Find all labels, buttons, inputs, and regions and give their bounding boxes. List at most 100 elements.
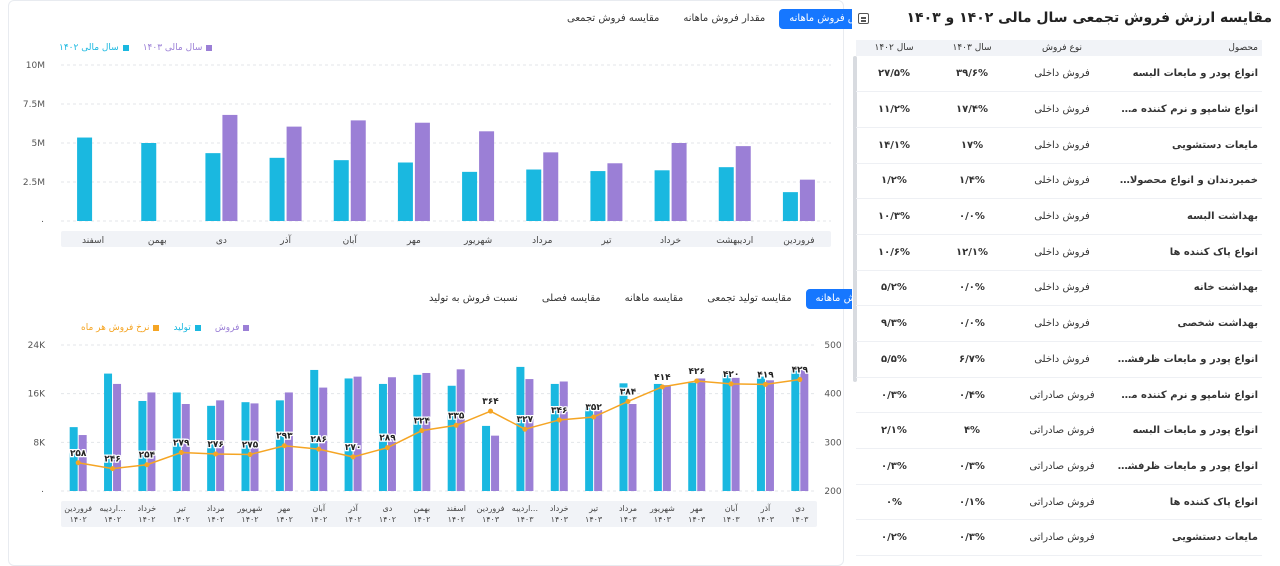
bar-sales[interactable]: [387, 377, 396, 491]
bar-production[interactable]: [310, 369, 319, 491]
bar-1402[interactable]: [269, 157, 285, 221]
rate-point[interactable]: [556, 417, 562, 423]
tab-cumulative-sales-compare[interactable]: مقایسه فروش تجمعی: [567, 13, 660, 24]
bar-production[interactable]: [653, 383, 662, 491]
rate-point[interactable]: [419, 428, 425, 434]
bar-1403[interactable]: [286, 126, 302, 221]
table-row[interactable]: مایعات دستشویی فروش صادراتی ۰/۳% ۰/۲%: [856, 519, 1262, 557]
bar-sales[interactable]: [250, 403, 259, 491]
bar-production[interactable]: [138, 400, 147, 491]
bar-production[interactable]: [516, 366, 525, 491]
rate-point[interactable]: [316, 446, 322, 452]
tab-cumulative-production-compare[interactable]: مقایسه تولید تجمعی: [707, 293, 792, 304]
table-row[interactable]: بهداشت شخصی فروش داخلی ۰/۰% ۹/۳%: [856, 305, 1262, 342]
header-sale-type[interactable]: نوع فروش: [1012, 40, 1112, 56]
rate-point[interactable]: [797, 377, 803, 383]
bar-1403[interactable]: [414, 122, 430, 221]
table-scrollbar[interactable]: [853, 56, 857, 382]
bar-sales[interactable]: [113, 383, 122, 491]
bar-1403[interactable]: [222, 114, 238, 221]
header-year-1402[interactable]: سال ۱۴۰۲: [856, 40, 932, 56]
bar-production[interactable]: [722, 372, 731, 491]
table-row[interactable]: بهداشت خانه فروش داخلی ۰/۰% ۵/۲%: [856, 270, 1262, 307]
bar-sales[interactable]: [559, 381, 568, 492]
table-row[interactable]: انواع پودر و مایعات ظرفشویی فروش داخلی ۶/۷…: [856, 341, 1262, 378]
bar-production[interactable]: [619, 383, 628, 491]
rate-point[interactable]: [281, 443, 287, 449]
bar-1402[interactable]: [77, 137, 93, 221]
bar-sales[interactable]: [697, 378, 706, 491]
rate-point[interactable]: [728, 381, 734, 387]
legend-item-1403[interactable]: سال مالی ۱۴۰۳: [143, 43, 213, 53]
bar-sales[interactable]: [422, 372, 431, 491]
bar-1403[interactable]: [350, 120, 366, 221]
bar-production[interactable]: [172, 392, 181, 491]
rate-point[interactable]: [144, 462, 150, 468]
bar-1402[interactable]: [205, 153, 221, 221]
bar-sales[interactable]: [181, 404, 190, 491]
bar-1402[interactable]: [141, 143, 157, 221]
rate-point[interactable]: [488, 408, 494, 414]
rate-point[interactable]: [384, 445, 390, 451]
bar-production[interactable]: [791, 370, 800, 491]
legend-item-1402[interactable]: سال مالی ۱۴۰۲: [59, 43, 129, 53]
rate-point[interactable]: [522, 426, 528, 432]
table-row[interactable]: بهداشت البسه فروش داخلی ۰/۰% ۱۰/۳%: [856, 198, 1262, 235]
bar-1402[interactable]: [333, 160, 349, 221]
table-row[interactable]: انواع پودر و مایعات البسه فروش داخلی ۳۹/۶%…: [856, 56, 1262, 93]
bar-production[interactable]: [550, 383, 559, 491]
bar-production[interactable]: [207, 405, 216, 491]
bar-production[interactable]: [104, 373, 113, 491]
tab-monthly-sales-quantity[interactable]: مقدار فروش ماهانه: [683, 13, 766, 24]
bar-sales[interactable]: [662, 385, 671, 491]
legend-item-production[interactable]: تولید: [173, 323, 201, 333]
bar-production[interactable]: [69, 427, 78, 491]
bar-production[interactable]: [378, 383, 387, 491]
table-row[interactable]: انواع پودر و مایعات البسه فروش صادراتی ۴% ۲…: [856, 412, 1262, 450]
bar-1402[interactable]: [654, 170, 670, 221]
tab-sales-to-production-ratio[interactable]: نسبت فروش به تولید: [429, 293, 518, 304]
bar-1402[interactable]: [462, 171, 478, 221]
rate-point[interactable]: [110, 466, 116, 472]
rate-point[interactable]: [75, 460, 81, 466]
bar-1403[interactable]: [799, 179, 815, 221]
bar-1402[interactable]: [590, 171, 606, 221]
bar-1402[interactable]: [782, 192, 798, 221]
bar-sales[interactable]: [491, 435, 500, 491]
bar-sales[interactable]: [765, 380, 774, 491]
table-row[interactable]: انواع پاک کننده ها فروش صادراتی ۰/۱% ۰%: [856, 484, 1262, 521]
bar-sales[interactable]: [319, 387, 328, 491]
rate-point[interactable]: [453, 422, 459, 428]
rate-point[interactable]: [591, 414, 597, 420]
tab-seasonal-compare[interactable]: مقایسه فصلی: [541, 293, 601, 304]
bar-production[interactable]: [756, 376, 765, 491]
rate-point[interactable]: [178, 450, 184, 456]
rate-point[interactable]: [213, 451, 219, 457]
bar-sales[interactable]: [456, 369, 465, 491]
legend-item-sales[interactable]: فروش: [215, 323, 250, 333]
legend-item-rate[interactable]: نرخ فروش هر ماه: [81, 323, 160, 333]
bar-1403[interactable]: [671, 143, 687, 221]
bar-1403[interactable]: [607, 163, 623, 221]
bar-sales[interactable]: [353, 376, 362, 491]
table-row[interactable]: انواع پاک کننده ها فروش داخلی ۱۲/۱% ۱۰/۶%: [856, 234, 1262, 271]
bar-1403[interactable]: [543, 152, 559, 221]
bar-production[interactable]: [241, 402, 250, 491]
bar-sales[interactable]: [628, 404, 637, 491]
rate-point[interactable]: [762, 381, 768, 387]
bar-sales[interactable]: [216, 400, 225, 491]
bar-1403[interactable]: [735, 146, 751, 221]
bar-production[interactable]: [275, 400, 284, 491]
table-row[interactable]: مایعات دستشویی فروش داخلی ۱۷% ۱۴/۱%: [856, 127, 1262, 164]
bar-sales[interactable]: [147, 392, 156, 491]
header-product[interactable]: محصول: [1112, 40, 1262, 56]
bar-1402[interactable]: [397, 162, 413, 222]
bar-production[interactable]: [447, 385, 456, 491]
rate-point[interactable]: [625, 398, 631, 404]
rate-point[interactable]: [659, 384, 665, 390]
bar-production[interactable]: [585, 407, 594, 491]
bar-production[interactable]: [344, 378, 353, 491]
rate-point[interactable]: [247, 452, 253, 457]
header-year-1403[interactable]: سال ۱۴۰۳: [932, 40, 1012, 56]
table-view-icon[interactable]: [858, 13, 869, 24]
